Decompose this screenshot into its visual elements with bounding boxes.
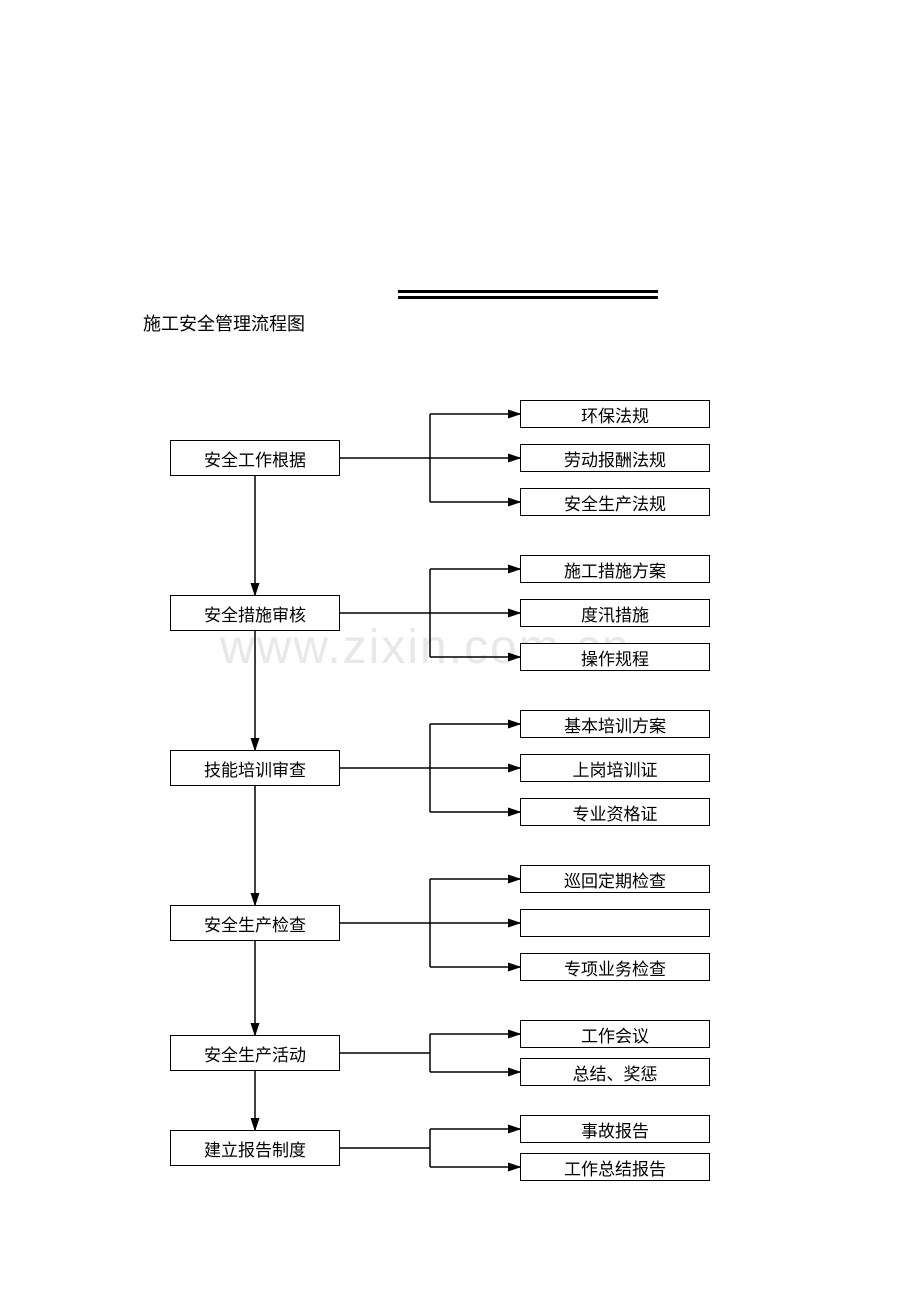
leaf-node-l2a: 施工措施方案 (520, 555, 710, 583)
leaf-node-l2c: 操作规程 (520, 643, 710, 671)
main-node-m4: 安全生产检查 (170, 905, 340, 941)
leaf-node-l6b: 工作总结报告 (520, 1153, 710, 1181)
leaf-node-l4b (520, 909, 710, 937)
leaf-node-l1c: 安全生产法规 (520, 488, 710, 516)
header-rule-1 (398, 290, 658, 293)
main-node-m2: 安全措施审核 (170, 595, 340, 631)
main-node-m5: 安全生产活动 (170, 1035, 340, 1071)
leaf-node-l5a: 工作会议 (520, 1020, 710, 1048)
leaf-node-l5b: 总结、奖惩 (520, 1058, 710, 1086)
leaf-node-l1a: 环保法规 (520, 400, 710, 428)
leaf-node-l3c: 专业资格证 (520, 798, 710, 826)
main-node-m3: 技能培训审查 (170, 750, 340, 786)
leaf-node-l3b: 上岗培训证 (520, 754, 710, 782)
main-node-m1: 安全工作根据 (170, 440, 340, 476)
leaf-node-l1b: 劳动报酬法规 (520, 444, 710, 472)
leaf-node-l4c: 专项业务检查 (520, 953, 710, 981)
connector-layer (0, 0, 920, 1302)
header-rule-2 (398, 296, 658, 299)
diagram-title: 施工安全管理流程图 (143, 310, 305, 336)
leaf-node-l3a: 基本培训方案 (520, 710, 710, 738)
leaf-node-l2b: 度汛措施 (520, 599, 710, 627)
leaf-node-l6a: 事故报告 (520, 1115, 710, 1143)
main-node-m6: 建立报告制度 (170, 1130, 340, 1166)
leaf-node-l4a: 巡回定期检查 (520, 865, 710, 893)
